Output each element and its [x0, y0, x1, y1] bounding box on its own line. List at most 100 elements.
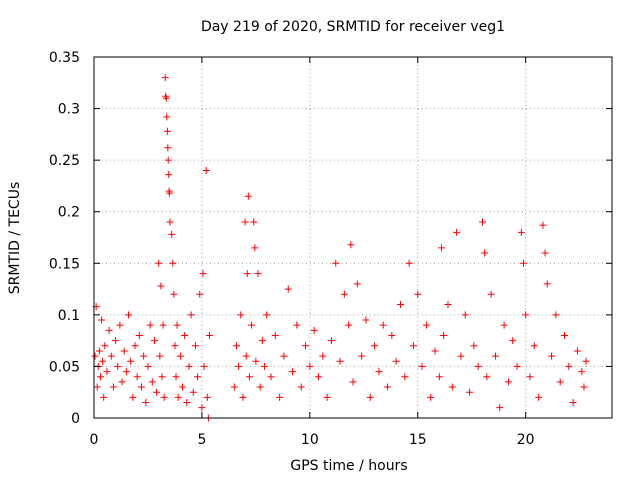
data-point	[237, 311, 245, 319]
data-point	[444, 301, 452, 309]
data-point	[107, 352, 115, 360]
data-point	[569, 399, 577, 407]
data-point	[276, 393, 284, 401]
data-point	[513, 362, 521, 370]
data-point	[241, 218, 249, 226]
data-point	[96, 373, 104, 381]
data-point	[543, 280, 551, 288]
data-markers	[91, 74, 590, 422]
data-point	[146, 321, 154, 329]
data-point	[189, 388, 197, 396]
data-point	[156, 352, 164, 360]
data-point	[163, 127, 171, 135]
y-tick-label: 0.05	[49, 359, 80, 375]
data-point	[155, 259, 163, 267]
data-point	[127, 357, 135, 365]
x-tick-label: 5	[197, 432, 206, 448]
data-point	[509, 337, 517, 345]
data-point	[431, 347, 439, 355]
data-point	[200, 362, 208, 370]
data-point	[302, 342, 310, 350]
data-point	[280, 352, 288, 360]
data-point	[466, 388, 474, 396]
data-point	[248, 321, 256, 329]
data-point	[99, 357, 107, 365]
data-point	[345, 321, 353, 329]
data-point	[109, 383, 117, 391]
data-point	[230, 383, 238, 391]
x-tick-label: 10	[301, 432, 319, 448]
data-point	[347, 241, 355, 249]
data-point	[98, 316, 106, 324]
data-point	[435, 373, 443, 381]
data-point	[327, 337, 335, 345]
data-point	[105, 326, 113, 334]
data-point	[166, 189, 174, 197]
data-point	[100, 393, 108, 401]
data-point	[168, 230, 176, 238]
x-tick-label: 15	[409, 432, 427, 448]
data-point	[170, 290, 178, 298]
data-point	[491, 352, 499, 360]
data-point	[150, 337, 158, 345]
data-point	[112, 337, 120, 345]
y-tick-label: 0.15	[49, 256, 80, 272]
data-point	[520, 259, 528, 267]
y-tick-label: 0.25	[49, 153, 80, 169]
data-point	[526, 373, 534, 381]
data-point	[164, 156, 172, 164]
data-point	[427, 393, 435, 401]
data-point	[481, 249, 489, 257]
tick-labels: 0 5 10 15 20 0 0.05 0.1 0.15 0.2 0.25 0.3 0.35	[49, 50, 535, 448]
data-point	[137, 383, 145, 391]
data-point	[293, 321, 301, 329]
data-point	[453, 228, 461, 236]
data-point	[191, 342, 199, 350]
data-point	[202, 166, 210, 174]
data-point	[203, 393, 211, 401]
data-point	[261, 362, 269, 370]
data-point	[474, 362, 482, 370]
data-point	[174, 393, 182, 401]
data-point	[470, 342, 478, 350]
data-point	[199, 270, 207, 278]
data-point	[479, 218, 486, 226]
data-point	[173, 321, 181, 329]
data-point	[91, 352, 99, 360]
data-point	[422, 321, 430, 329]
data-point	[163, 113, 171, 121]
data-point	[144, 362, 152, 370]
data-point	[384, 383, 392, 391]
x-tick-label: 0	[90, 432, 99, 448]
data-point	[306, 362, 314, 370]
data-point	[122, 368, 130, 376]
data-point	[297, 383, 305, 391]
data-point	[353, 280, 361, 288]
data-point	[314, 373, 322, 381]
data-point	[157, 282, 165, 290]
data-point	[256, 383, 264, 391]
data-point	[332, 259, 340, 267]
chart-title: Day 219 of 2020, SRMTID for receiver veg…	[201, 19, 505, 35]
data-point	[414, 290, 422, 298]
data-point	[522, 311, 530, 319]
data-point	[552, 311, 560, 319]
data-point	[101, 342, 109, 350]
data-point	[142, 399, 150, 407]
data-point	[340, 290, 348, 298]
data-point	[242, 352, 250, 360]
y-tick-label: 0.35	[49, 50, 80, 66]
data-point	[162, 94, 170, 102]
data-point	[196, 290, 204, 298]
data-point	[517, 228, 525, 236]
data-point	[271, 331, 279, 339]
data-point	[530, 342, 538, 350]
data-point	[409, 342, 417, 350]
data-point	[254, 270, 262, 278]
data-point	[582, 357, 590, 365]
data-point	[185, 362, 193, 370]
data-point	[440, 331, 448, 339]
y-tick-label: 0.2	[58, 205, 80, 221]
data-point	[500, 321, 508, 329]
